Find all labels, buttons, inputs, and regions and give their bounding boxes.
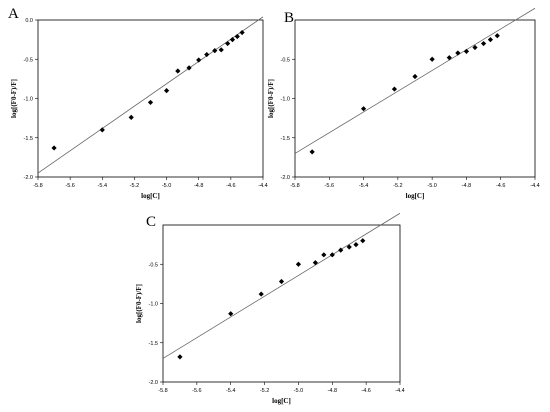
data-point-A-9 bbox=[204, 51, 210, 58]
x-tick-label-C: -5.6 bbox=[192, 388, 201, 394]
data-point-C-8 bbox=[329, 252, 335, 258]
data-point-B-2 bbox=[360, 106, 367, 112]
x-tick-label-C: -5.4 bbox=[226, 388, 235, 394]
x-tick-label-C: -5.2 bbox=[260, 388, 269, 394]
data-point-C-9 bbox=[338, 247, 344, 253]
data-point-A-14 bbox=[234, 33, 240, 40]
data-point-C-12 bbox=[360, 238, 366, 244]
x-axis-title-A: log[C] bbox=[141, 192, 160, 200]
panel-letter-B: B bbox=[284, 10, 294, 26]
x-tick-label-C: -5.0 bbox=[294, 388, 303, 394]
data-point-C-2 bbox=[228, 311, 234, 317]
x-tick-label-B: -4.8 bbox=[462, 183, 471, 189]
y-tick-label-C: -1.0 bbox=[149, 302, 158, 308]
y-tick-label-A: -2.0 bbox=[24, 175, 33, 181]
data-point-B-1 bbox=[309, 149, 315, 155]
data-point-C-11 bbox=[353, 242, 359, 248]
x-axis-title-C: log[C] bbox=[272, 397, 291, 405]
x-tick-label-A: -4.6 bbox=[226, 183, 235, 189]
x-tick-label-A: -5.4 bbox=[98, 183, 107, 189]
x-tick-label-A: -4.8 bbox=[194, 183, 203, 189]
fit-line-B bbox=[294, 7, 536, 154]
x-tick-label-C: -5.8 bbox=[158, 388, 167, 394]
x-tick-label-A: -5.8 bbox=[33, 183, 42, 189]
panel-letter-A: A bbox=[8, 6, 19, 22]
y-axis-title-A: log[(F0-F)/F] bbox=[10, 79, 18, 118]
x-tick-label-B: -5.8 bbox=[290, 183, 299, 189]
data-point-A-8 bbox=[196, 57, 202, 63]
data-point-B-8 bbox=[463, 48, 470, 54]
y-tick-label-C: -0.5 bbox=[149, 262, 158, 268]
plot-frame-B bbox=[294, 19, 536, 178]
y-tick-label-C: -1.5 bbox=[149, 341, 158, 347]
x-tick-label-B: -5.6 bbox=[325, 183, 334, 189]
data-point-C-4 bbox=[278, 278, 285, 285]
data-point-B-12 bbox=[494, 33, 500, 39]
data-point-B-10 bbox=[480, 40, 487, 47]
data-point-A-6 bbox=[175, 68, 181, 74]
x-tick-label-A: -5.2 bbox=[130, 183, 139, 189]
data-point-A-3 bbox=[128, 114, 134, 120]
fit-line-A bbox=[37, 16, 264, 174]
panel-letter-C: C bbox=[146, 214, 156, 230]
y-tick-label-C: -2.0 bbox=[149, 380, 158, 386]
data-point-A-15 bbox=[239, 29, 245, 36]
data-point-C-10 bbox=[346, 244, 352, 250]
x-tick-label-A: -5.0 bbox=[162, 183, 171, 189]
y-axis-title-C: log[(F0-F)/F] bbox=[135, 284, 143, 323]
data-point-A-4 bbox=[147, 99, 154, 106]
x-tick-label-B: -4.6 bbox=[496, 183, 505, 189]
data-point-A-2 bbox=[99, 127, 105, 133]
data-point-A-11 bbox=[218, 47, 224, 53]
x-tick-label-C: -4.8 bbox=[328, 388, 337, 394]
fit-line-C bbox=[162, 212, 401, 359]
data-point-B-6 bbox=[446, 55, 452, 61]
data-point-B-3 bbox=[391, 86, 398, 92]
data-point-C-5 bbox=[295, 261, 302, 267]
x-axis-title-B: log[C] bbox=[406, 192, 425, 200]
data-point-C-7 bbox=[321, 252, 327, 258]
y-tick-label-B: -1.5 bbox=[281, 136, 290, 142]
x-tick-label-B: -5.2 bbox=[393, 183, 402, 189]
y-tick-label-A: -1.5 bbox=[24, 136, 33, 142]
y-tick-label-B: -2.0 bbox=[281, 175, 290, 181]
x-tick-label-C: -4.4 bbox=[395, 388, 404, 394]
y-tick-label-B: -0.5 bbox=[281, 57, 290, 63]
plot-frame-C bbox=[162, 224, 401, 383]
x-tick-label-C: -4.6 bbox=[361, 388, 370, 394]
x-tick-label-B: -5.4 bbox=[359, 183, 368, 189]
data-point-B-4 bbox=[412, 73, 418, 80]
y-axis-title-B: log[(F0-F)/F] bbox=[267, 79, 275, 118]
x-tick-label-B: -5.0 bbox=[427, 183, 436, 189]
data-point-A-12 bbox=[225, 40, 231, 47]
data-point-A-13 bbox=[229, 37, 236, 43]
data-point-C-6 bbox=[312, 260, 318, 266]
data-point-A-5 bbox=[163, 88, 170, 94]
y-tick-label-A: 0.0 bbox=[25, 18, 33, 24]
y-tick-label-B: -1.0 bbox=[281, 97, 290, 103]
y-tick-label-A: -0.5 bbox=[24, 57, 33, 63]
data-point-B-5 bbox=[429, 56, 435, 62]
data-point-A-7 bbox=[186, 65, 192, 71]
x-tick-label-B: -4.4 bbox=[530, 183, 539, 189]
y-tick-label-A: -1.0 bbox=[24, 97, 33, 103]
data-point-C-3 bbox=[258, 291, 264, 297]
data-point-C-1 bbox=[177, 354, 183, 360]
data-point-A-10 bbox=[212, 48, 218, 54]
x-tick-label-A: -5.6 bbox=[65, 183, 74, 189]
x-tick-label-A: -4.4 bbox=[258, 183, 267, 189]
data-point-B-11 bbox=[487, 37, 494, 43]
data-point-B-7 bbox=[455, 50, 461, 56]
data-point-A-1 bbox=[51, 145, 57, 151]
data-point-B-9 bbox=[472, 44, 478, 51]
